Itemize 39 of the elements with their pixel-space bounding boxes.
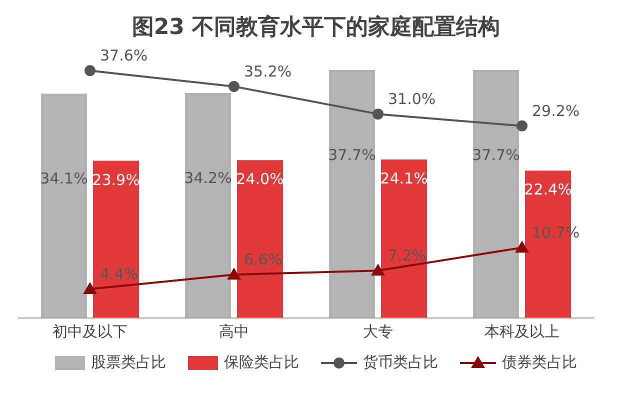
data-label: 35.2% xyxy=(244,62,292,80)
bar xyxy=(381,159,427,318)
bar xyxy=(473,70,519,318)
data-label: 37.7% xyxy=(328,146,376,164)
point xyxy=(227,268,241,280)
point xyxy=(83,282,97,294)
data-label: 23.9% xyxy=(92,170,140,189)
data-label: 37.7% xyxy=(472,146,520,164)
legend-label: 保险类占比 xyxy=(224,353,299,372)
x-tick-label: 高中 xyxy=(219,322,249,341)
point xyxy=(228,80,240,92)
data-label: 6.6% xyxy=(244,250,282,269)
bar xyxy=(41,94,87,318)
data-label: 34.2% xyxy=(184,169,232,188)
legend-label: 货币类占比 xyxy=(363,353,438,372)
bar xyxy=(93,160,139,318)
bar xyxy=(237,160,283,318)
data-label: 34.1% xyxy=(40,170,88,188)
data-label: 37.6% xyxy=(100,46,148,65)
data-label: 22.4% xyxy=(524,180,572,199)
x-tick-label: 本科及以上 xyxy=(484,322,560,341)
legend-label: 债券类占比 xyxy=(502,353,577,372)
point xyxy=(515,240,529,253)
data-label: 7.2% xyxy=(388,246,426,265)
point xyxy=(516,120,528,132)
bar xyxy=(329,70,375,318)
point xyxy=(371,264,385,276)
data-label: 24.1% xyxy=(380,169,428,188)
x-tick-label: 初中及以下 xyxy=(52,322,128,341)
data-label: 24.0% xyxy=(236,170,284,188)
data-label: 31.0% xyxy=(388,90,436,108)
x-tick-label: 大专 xyxy=(363,322,393,341)
bar xyxy=(185,93,231,318)
point xyxy=(372,108,384,120)
legend-label: 股票类占比 xyxy=(91,353,166,372)
data-label: 4.4% xyxy=(100,265,138,284)
data-label: 29.2% xyxy=(532,102,580,120)
point xyxy=(84,65,96,76)
chart-title: 图23 不同教育水平下的家庭配置结构 xyxy=(130,14,502,42)
